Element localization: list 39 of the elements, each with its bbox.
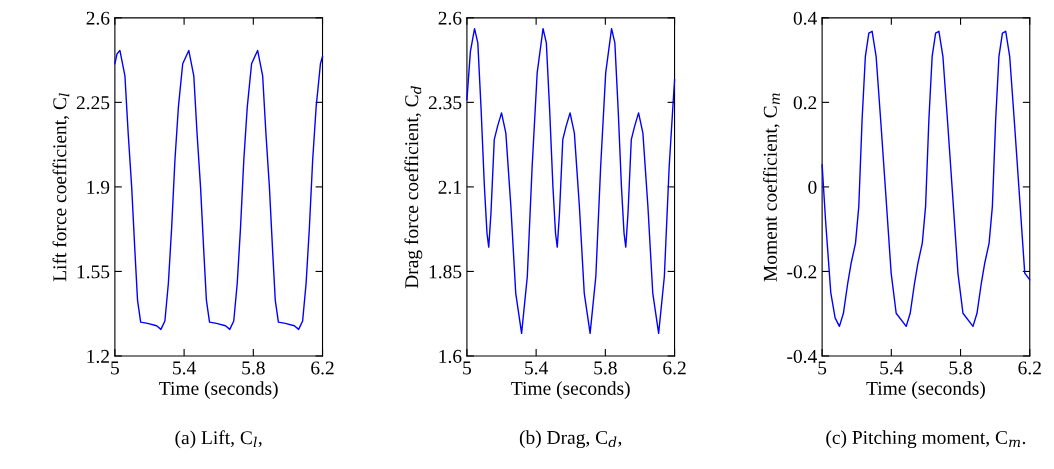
y-tick-label: -0.2 xyxy=(787,265,817,279)
x-axis-title: Time (seconds) xyxy=(866,381,985,399)
x-tick-label: 5.4 xyxy=(173,361,196,375)
text: (a) Lift, C$_{l}$, xyxy=(175,430,262,449)
y-tick-label: 2.6 xyxy=(86,11,110,25)
line-series xyxy=(821,30,1031,328)
y-tick-label: -0.4 xyxy=(787,349,817,363)
x-tick-label: 5.8 xyxy=(594,361,617,375)
y-tick-label: 2.35 xyxy=(428,96,462,110)
y-tick-label: 1.2 xyxy=(87,349,109,363)
x-axis-title: Time (seconds) xyxy=(159,381,278,399)
y-tick-label: 1.85 xyxy=(429,265,462,279)
x-tick-label: 6.2 xyxy=(311,361,334,375)
y-tick-label: 0 xyxy=(808,180,817,194)
text: (b) Drag, C$_{d}$, xyxy=(519,430,622,449)
x-tick-label: 5 xyxy=(111,361,119,375)
x-tick-label: 6.2 xyxy=(663,361,686,375)
y-axis-title: Moment coefficient, C$_{m}$ xyxy=(762,93,780,282)
y-tick-label: 0.4 xyxy=(793,11,817,25)
x-tick-label: 5 xyxy=(463,361,472,375)
x-tick-label: 5.4 xyxy=(880,361,904,375)
x-tick-label: 6.2 xyxy=(1018,361,1041,375)
line-series xyxy=(466,27,676,335)
x-tick-label: 5.4 xyxy=(525,361,548,375)
text: (c) Pitching moment, C$_{m}$. xyxy=(826,430,1026,449)
x-tick-label: 5 xyxy=(818,361,827,375)
y-tick-label: 1.55 xyxy=(77,265,110,279)
y-tick-label: 2.1 xyxy=(438,180,461,194)
x-axis-title: Time (seconds) xyxy=(511,381,630,399)
y-tick-label: 1.9 xyxy=(87,180,110,194)
line-series xyxy=(114,49,324,331)
y-axis-title: Lift force coefficient, C$_{l}$ xyxy=(52,93,70,282)
y-tick-label: 2.6 xyxy=(438,11,462,25)
x-tick-label: 5.8 xyxy=(242,361,265,375)
y-tick-label: 2.25 xyxy=(76,96,110,110)
y-axis-title: Drag force coefficient, C$_{d}$ xyxy=(404,86,423,289)
y-tick-label: 1.6 xyxy=(439,349,462,363)
x-tick-label: 5.8 xyxy=(949,361,972,375)
y-tick-label: 0.2 xyxy=(793,96,817,110)
